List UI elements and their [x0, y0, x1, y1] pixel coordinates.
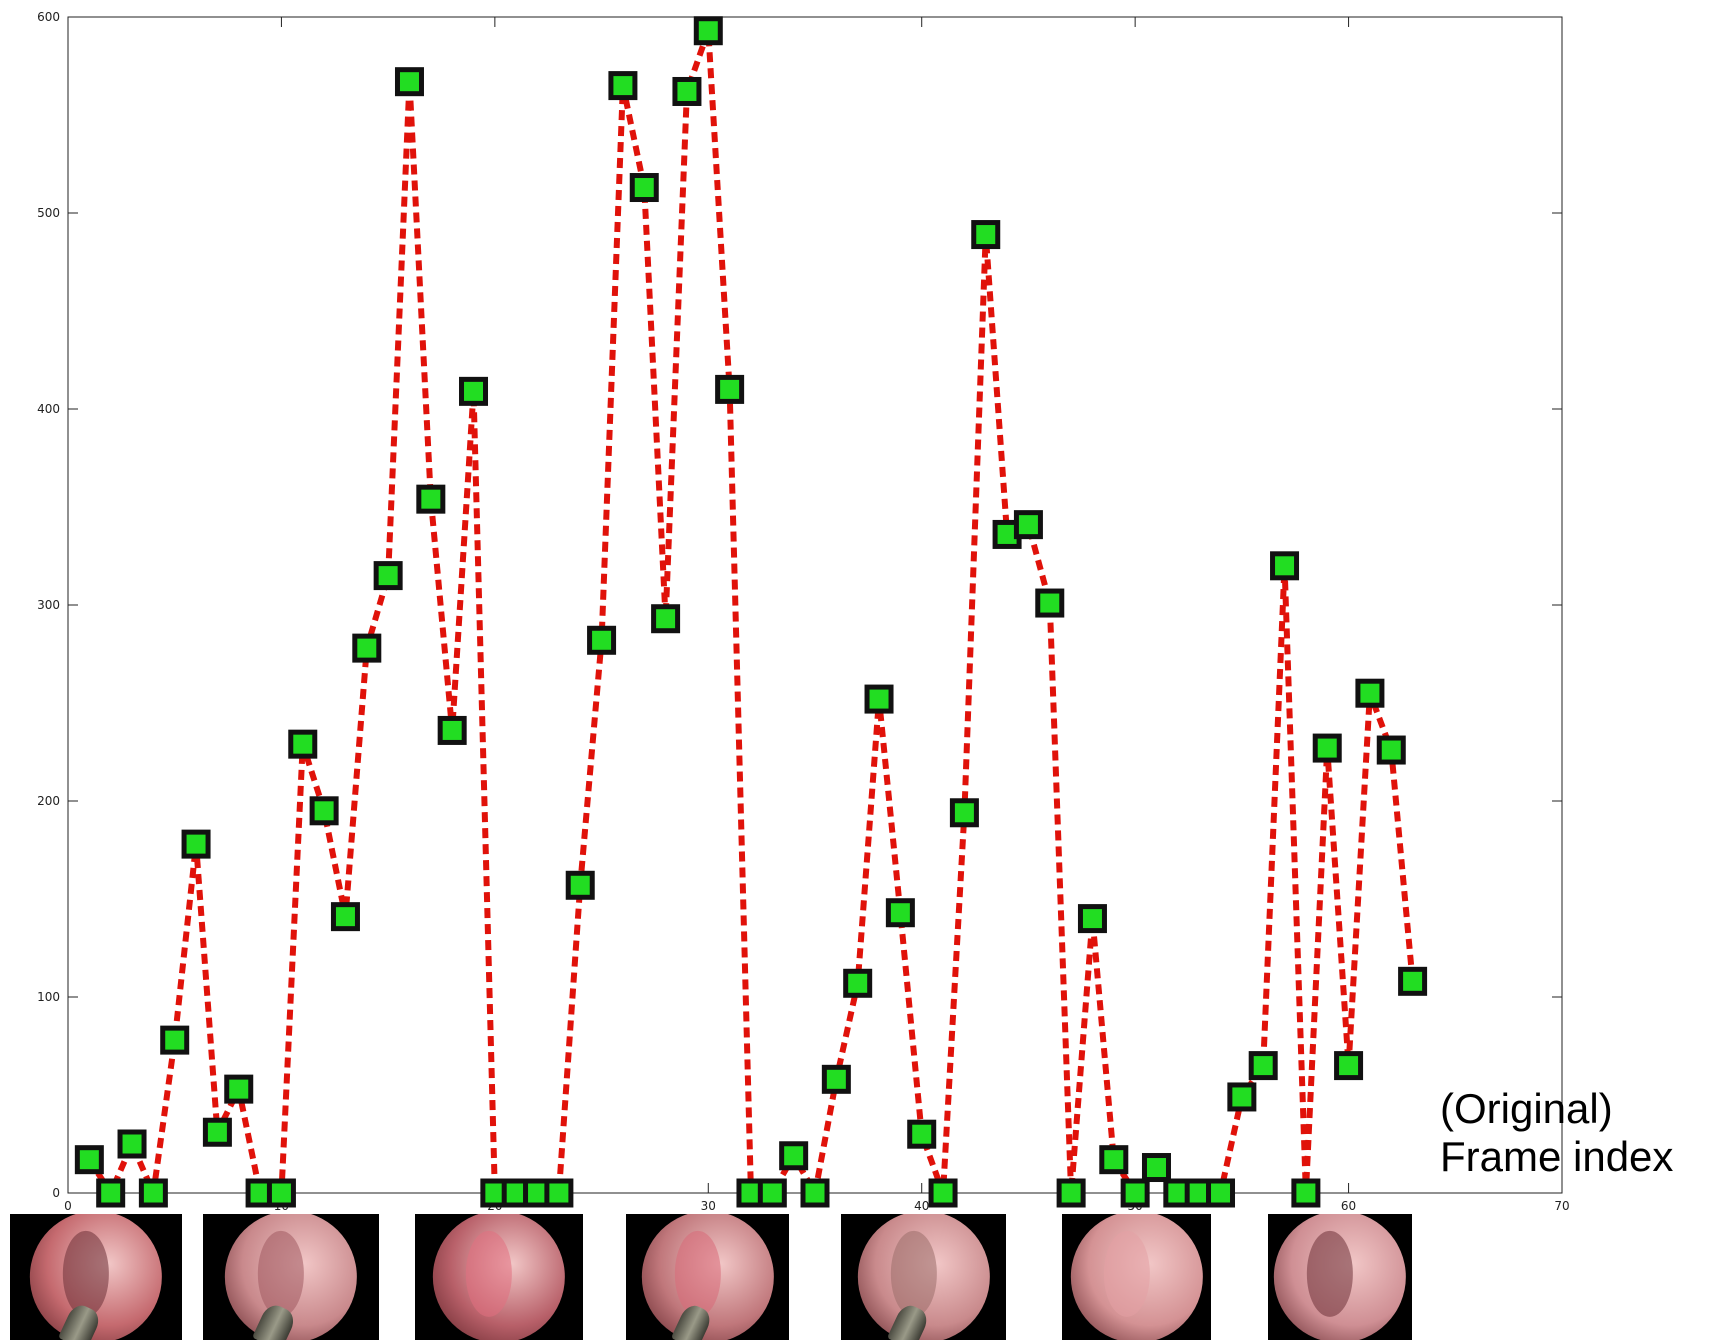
tissue-fold	[1306, 1230, 1354, 1317]
x-axis-title-line-1: (Original)	[1440, 1085, 1613, 1132]
data-point-marker	[821, 1064, 851, 1094]
x-tick-label: 0	[64, 1199, 72, 1213]
data-point-marker	[843, 968, 873, 998]
data-point-marker	[971, 220, 1001, 250]
y-tick-label: 100	[37, 990, 60, 1004]
data-point-marker	[1334, 1051, 1364, 1081]
tissue-fold	[465, 1230, 513, 1317]
frame-thumbnail-1	[10, 1214, 182, 1340]
data-point-marker	[565, 870, 595, 900]
x-tick-label: 70	[1554, 1199, 1569, 1213]
data-point-marker	[1312, 733, 1342, 763]
data-point-marker	[779, 1141, 809, 1171]
endoscope-view	[1273, 1214, 1407, 1340]
data-line	[86, 27, 1416, 1196]
endoscope-view	[29, 1214, 163, 1340]
data-point-marker	[907, 1119, 937, 1149]
data-point-marker	[928, 1178, 958, 1208]
data-point-marker	[266, 1178, 296, 1208]
data-point-marker	[1248, 1051, 1278, 1081]
frame-thumbnail-7	[1268, 1214, 1412, 1340]
data-point-marker	[1376, 735, 1406, 765]
frame-thumbnail-2	[203, 1214, 379, 1340]
data-point-marker	[181, 829, 211, 859]
data-point-marker	[202, 1117, 232, 1147]
data-point-marker	[437, 715, 467, 745]
data-point-marker	[352, 633, 382, 663]
data-point-marker	[587, 625, 617, 655]
tissue-fold	[257, 1230, 305, 1317]
data-point-marker	[309, 796, 339, 826]
data-point-marker	[757, 1178, 787, 1208]
data-point-marker	[1120, 1178, 1150, 1208]
data-point-marker	[160, 1025, 190, 1055]
data-point-marker	[651, 604, 681, 634]
data-point-marker	[715, 374, 745, 404]
data-point-marker	[224, 1074, 254, 1104]
y-tick-label: 500	[37, 206, 60, 220]
data-point-marker	[1270, 551, 1300, 581]
frame-thumbnail-3	[415, 1214, 583, 1340]
frame-thumbnail-4	[626, 1214, 789, 1340]
x-tick-label: 40	[914, 1199, 929, 1213]
frame-thumbnail-strip	[0, 1214, 1716, 1340]
data-point-marker	[885, 898, 915, 928]
data-point-marker	[608, 71, 638, 101]
y-tick-label: 300	[37, 598, 60, 612]
tissue-fold	[1103, 1230, 1150, 1317]
x-tick-label: 30	[701, 1199, 716, 1213]
data-point-marker	[1077, 904, 1107, 934]
data-point-marker	[459, 376, 489, 406]
data-point-marker	[1291, 1178, 1321, 1208]
y-tick-label: 0	[52, 1186, 60, 1200]
y-tick-label: 400	[37, 402, 60, 416]
tissue-fold	[890, 1230, 937, 1317]
data-point-marker	[1398, 966, 1428, 996]
data-point-marker	[693, 16, 723, 46]
y-tick-label: 600	[37, 10, 60, 24]
data-point-marker	[288, 729, 318, 759]
data-point-marker	[1099, 1145, 1129, 1175]
y-tick-label: 200	[37, 794, 60, 808]
frame-thumbnail-6	[1062, 1214, 1211, 1340]
data-point-marker	[544, 1178, 574, 1208]
data-point-marker	[1227, 1082, 1257, 1112]
data-point-marker	[1056, 1178, 1086, 1208]
data-point-marker	[1013, 510, 1043, 540]
endoscope-view	[1070, 1214, 1203, 1340]
frame-index-chart: 0102030405060700100200300400500600	[37, 10, 1570, 1213]
tissue-fold	[62, 1230, 110, 1317]
data-point-marker	[629, 173, 659, 203]
data-point-marker	[138, 1178, 168, 1208]
series-markers	[74, 16, 1428, 1208]
data-point-marker	[394, 67, 424, 97]
data-point-marker	[949, 798, 979, 828]
tissue-fold	[674, 1230, 721, 1317]
frame-thumbnail-5	[841, 1214, 1006, 1340]
axis-ticks	[67, 16, 1563, 1194]
x-tick-label: 60	[1341, 1199, 1356, 1213]
data-point-marker	[330, 902, 360, 932]
data-point-marker	[373, 561, 403, 591]
series-line	[86, 27, 1416, 1196]
tick-labels: 0102030405060700100200300400500600	[37, 10, 1570, 1213]
data-point-marker	[800, 1178, 830, 1208]
x-axis-title-line-2: Frame index	[1440, 1133, 1674, 1180]
data-point-marker	[1035, 588, 1065, 618]
data-point-marker	[672, 76, 702, 106]
data-point-marker	[1141, 1153, 1171, 1183]
data-point-marker	[117, 1129, 147, 1159]
data-point-marker	[864, 684, 894, 714]
endoscope-view	[432, 1214, 566, 1340]
data-point-marker	[74, 1145, 104, 1175]
data-point-marker	[1355, 678, 1385, 708]
x-axis-title: (Original) Frame index	[1440, 1085, 1673, 1181]
data-point-marker	[96, 1178, 126, 1208]
data-point-marker	[416, 484, 446, 514]
data-point-marker	[1206, 1178, 1236, 1208]
